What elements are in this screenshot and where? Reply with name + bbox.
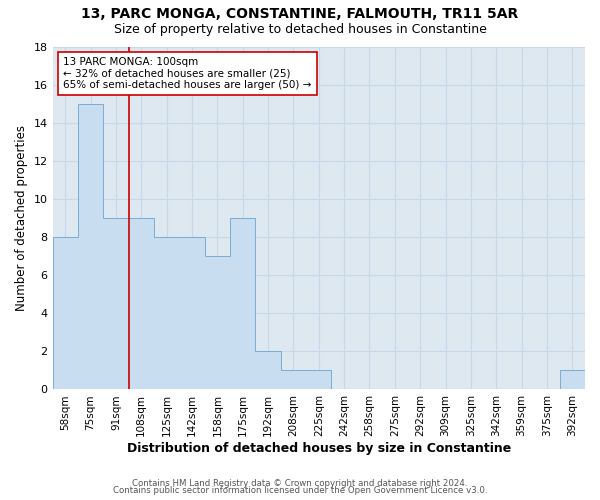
Text: 13, PARC MONGA, CONSTANTINE, FALMOUTH, TR11 5AR: 13, PARC MONGA, CONSTANTINE, FALMOUTH, T… (82, 8, 518, 22)
X-axis label: Distribution of detached houses by size in Constantine: Distribution of detached houses by size … (127, 442, 511, 455)
Text: Contains HM Land Registry data © Crown copyright and database right 2024.: Contains HM Land Registry data © Crown c… (132, 478, 468, 488)
Text: Contains public sector information licensed under the Open Government Licence v3: Contains public sector information licen… (113, 486, 487, 495)
Text: 13 PARC MONGA: 100sqm
← 32% of detached houses are smaller (25)
65% of semi-deta: 13 PARC MONGA: 100sqm ← 32% of detached … (63, 57, 311, 90)
Text: Size of property relative to detached houses in Constantine: Size of property relative to detached ho… (113, 22, 487, 36)
Y-axis label: Number of detached properties: Number of detached properties (15, 125, 28, 311)
